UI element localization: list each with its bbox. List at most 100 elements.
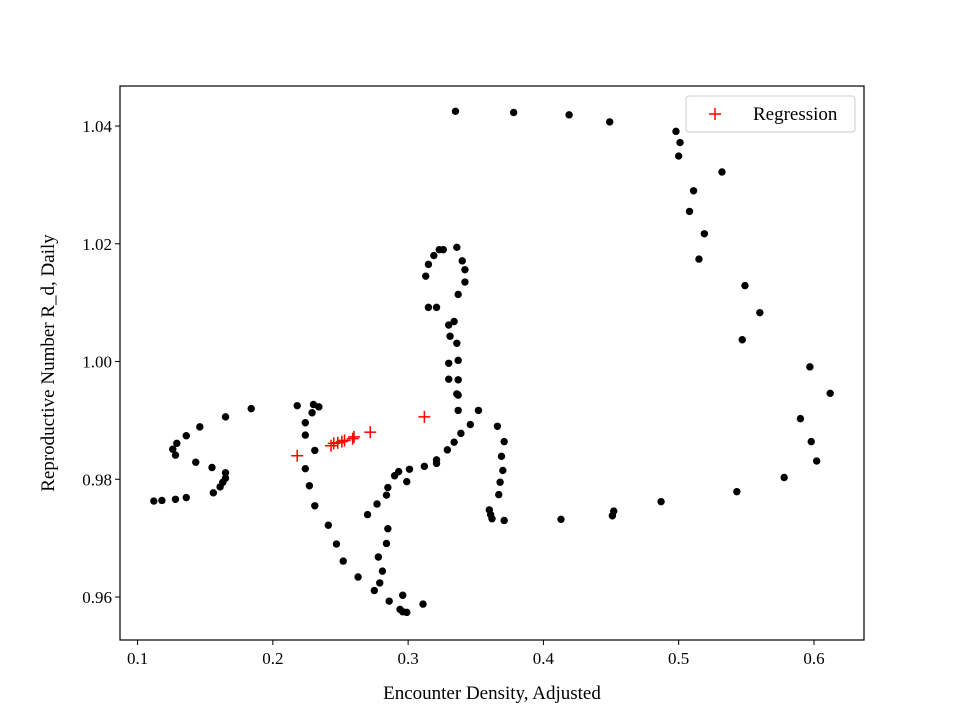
- data-point: [454, 356, 462, 365]
- data-point: [221, 469, 230, 477]
- data-point: [399, 591, 407, 599]
- data-point: [209, 489, 218, 497]
- data-point: [390, 472, 399, 480]
- data-point: [324, 521, 333, 529]
- data-point: [807, 437, 815, 446]
- data-point: [557, 515, 565, 524]
- data-point: [453, 390, 461, 398]
- data-point: [446, 332, 454, 340]
- data-point: [311, 502, 319, 510]
- data-point: [605, 118, 614, 126]
- data-point: [293, 401, 301, 410]
- data-point: [443, 446, 452, 454]
- data-point: [150, 497, 158, 505]
- regression-point: [346, 432, 359, 445]
- y-tick-label: 0.96: [82, 588, 112, 607]
- regression-point: [338, 434, 351, 447]
- x-tick-label: 0.4: [533, 649, 555, 668]
- y-axis-label: Reproductive Number R_d, Daily: [38, 234, 59, 492]
- x-tick-label: 0.5: [668, 649, 689, 668]
- data-point: [496, 478, 504, 486]
- data-point: [373, 500, 381, 508]
- legend-box: [685, 95, 856, 133]
- data-point: [424, 260, 433, 269]
- data-point: [419, 600, 427, 608]
- data-point: [689, 187, 698, 195]
- data-point: [741, 281, 749, 290]
- data-point: [382, 539, 391, 548]
- data-point: [385, 597, 393, 605]
- data-point: [370, 586, 379, 595]
- data-point: [354, 573, 362, 581]
- data-point: [461, 278, 469, 286]
- regression-point: [325, 439, 338, 452]
- data-point: [445, 359, 453, 367]
- data-point: [208, 463, 216, 472]
- data-point: [826, 389, 834, 398]
- data-point: [439, 245, 448, 254]
- data-point: [308, 409, 316, 417]
- data-point: [382, 491, 391, 499]
- data-point: [432, 459, 441, 468]
- y-tick-label: 1.00: [82, 353, 112, 372]
- data-point: [384, 525, 392, 533]
- data-point: [420, 462, 429, 471]
- data-point: [685, 207, 694, 216]
- data-point: [474, 406, 483, 415]
- data-point: [565, 111, 573, 119]
- data-point: [509, 108, 518, 117]
- data-point: [453, 243, 461, 252]
- legend: Regression: [685, 95, 856, 133]
- data-point: [454, 290, 462, 299]
- regression-point: [364, 426, 377, 439]
- data-point: [403, 608, 411, 617]
- axes-frame: [119, 85, 865, 641]
- data-point: [672, 127, 680, 136]
- data-point: [182, 432, 190, 440]
- data-point: [169, 445, 177, 453]
- data-point: [305, 482, 314, 490]
- data-point: [806, 363, 814, 371]
- x-tick-label: 0.2: [262, 649, 283, 668]
- data-point: [363, 510, 372, 519]
- data-point: [499, 466, 507, 475]
- data-point: [796, 414, 805, 423]
- data-point: [674, 152, 683, 160]
- data-point: [454, 406, 462, 415]
- data-point: [378, 567, 387, 575]
- data-point: [495, 490, 503, 499]
- x-tick-label: 0.3: [398, 649, 419, 668]
- data-point: [500, 516, 508, 525]
- data-point: [812, 457, 821, 465]
- data-point: [453, 339, 461, 347]
- data-point: [247, 404, 255, 413]
- data-point: [430, 251, 438, 260]
- data-point: [339, 557, 347, 565]
- data-point: [756, 308, 764, 317]
- data-point: [196, 423, 204, 431]
- data-point: [718, 168, 726, 176]
- data-point: [500, 437, 508, 446]
- data-point: [657, 497, 665, 506]
- data-point: [445, 321, 453, 329]
- data-point: [384, 483, 392, 492]
- data-point: [432, 303, 441, 312]
- data-point: [457, 429, 465, 438]
- data-point: [608, 512, 617, 520]
- data-point: [376, 579, 384, 587]
- y-tick-label: 0.98: [82, 470, 112, 489]
- data-point: [332, 540, 341, 548]
- data-point: [311, 446, 319, 455]
- data-point: [301, 431, 310, 439]
- data-point: [454, 376, 462, 384]
- data-point: [676, 138, 684, 147]
- data-point: [450, 438, 458, 446]
- x-tick-label: 0.1: [127, 649, 148, 668]
- data-point: [315, 403, 323, 411]
- legend-marker-regression: [709, 108, 721, 120]
- data-point: [405, 465, 414, 473]
- data-point: [695, 255, 703, 263]
- data-point: [424, 303, 433, 312]
- regression-point: [291, 449, 304, 462]
